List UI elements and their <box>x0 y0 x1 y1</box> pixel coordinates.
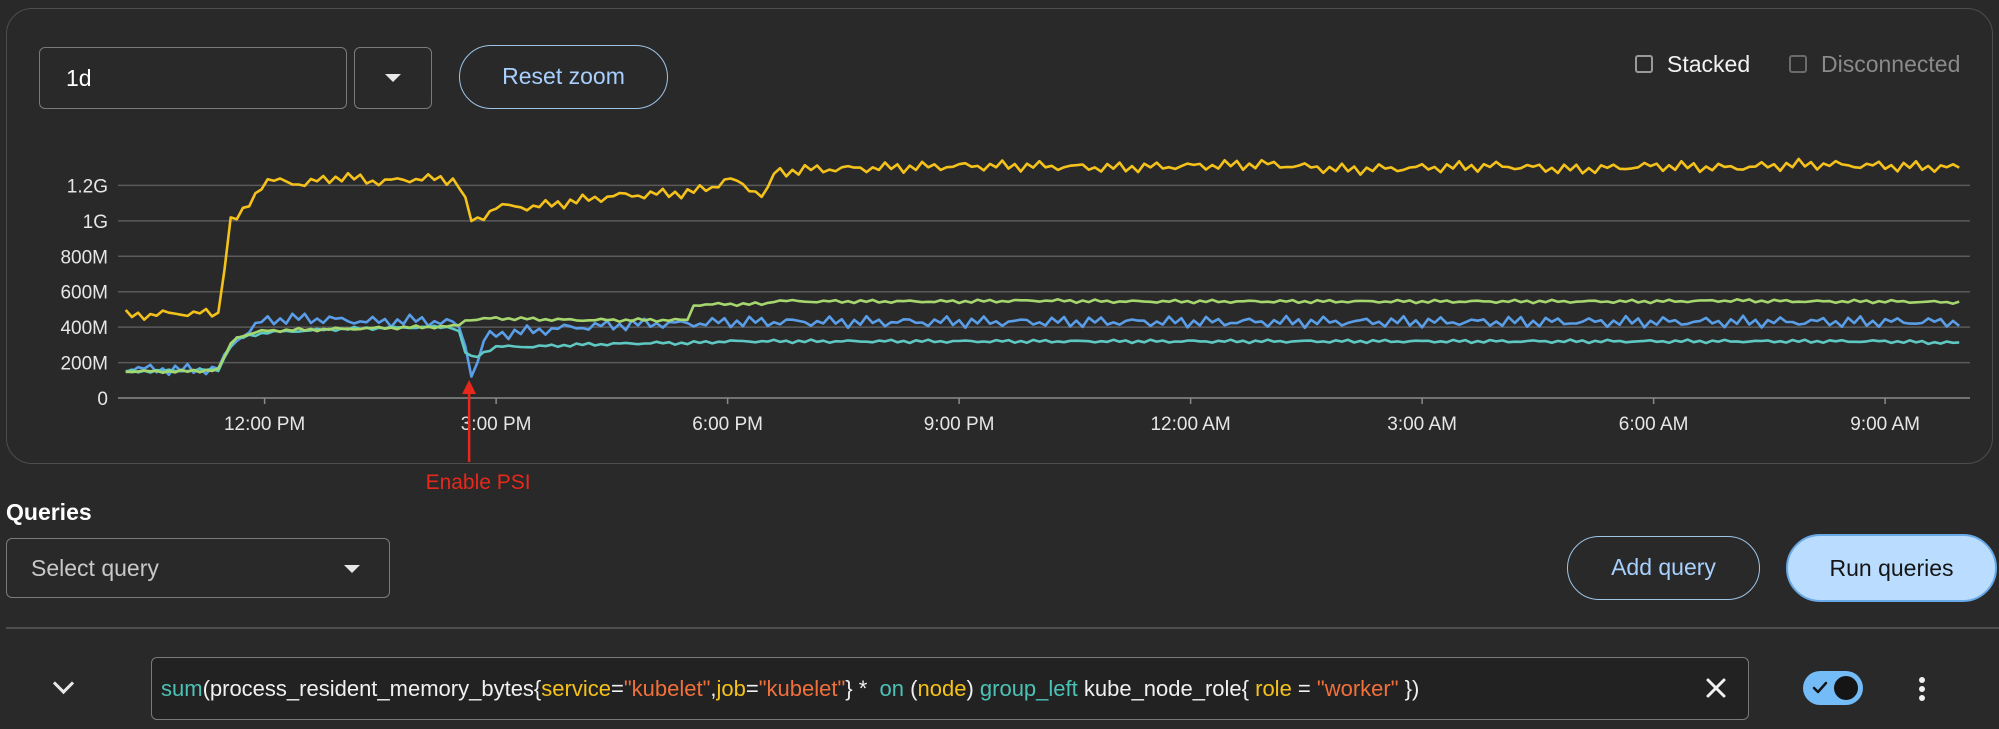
y-tick-label: 200M <box>60 354 108 375</box>
x-tick-label: 3:00 PM <box>461 414 532 435</box>
caret-down-icon <box>344 565 360 573</box>
series-line <box>125 297 1960 375</box>
stacked-checkbox[interactable] <box>1635 55 1653 73</box>
token: }) <box>1398 676 1420 701</box>
toggle-knob <box>1834 676 1858 700</box>
graph-panel: 1d Reset zoom Stacked Disconnected <box>6 8 1993 464</box>
checkmark-icon <box>1812 681 1828 694</box>
x-tick-label: 9:00 AM <box>1850 414 1920 435</box>
x-tick-label: 3:00 AM <box>1387 414 1457 435</box>
token: = <box>745 676 759 701</box>
stacked-label: Stacked <box>1667 50 1751 77</box>
x-tick-label: 12:00 AM <box>1150 414 1230 435</box>
query-expression-text: sum(process_resident_memory_bytes{servic… <box>161 658 1419 719</box>
token: "kubelet" <box>758 676 846 701</box>
memory-chart[interactable]: 0 200M 400M 600M 800M 1G 1.2G 12:00 PM 3:00 PM 6… <box>0 0 1999 500</box>
series-layer <box>124 157 1961 378</box>
disconnected-checkbox[interactable] <box>1789 55 1807 73</box>
y-tick-label: 0 <box>97 389 108 410</box>
x-tick-label: 12:00 PM <box>224 414 305 435</box>
select-query-placeholder: Select query <box>31 555 159 581</box>
reset-zoom-button[interactable]: Reset zoom <box>459 45 668 109</box>
annotation-label: Enable PSI <box>426 471 531 494</box>
series-line <box>125 312 1961 378</box>
caret-down-icon <box>385 74 401 82</box>
x-tick-label: 6:00 PM <box>692 414 763 435</box>
select-query-dropdown[interactable]: Select query <box>6 538 390 598</box>
token: group_left <box>979 676 1078 701</box>
disconnected-checkbox-row[interactable]: Disconnected <box>1789 49 1960 79</box>
disconnected-label: Disconnected <box>1821 50 1961 77</box>
x-tick-label: 9:00 PM <box>924 414 995 435</box>
token: , <box>710 676 717 701</box>
chevron-down-icon[interactable] <box>52 672 75 695</box>
token: sum <box>161 676 203 701</box>
y-tick-label: 600M <box>60 283 108 304</box>
token: service <box>541 676 611 701</box>
kebab-menu-icon[interactable] <box>1918 676 1926 702</box>
y-tick-label: 1.2G <box>67 176 108 197</box>
token: kube_node_role{ <box>1077 676 1256 701</box>
x-axis: 12:00 PM 3:00 PM 6:00 PM 9:00 PM 12:00 AM 3:0… <box>224 398 1920 435</box>
query-expression-input[interactable]: sum(process_resident_memory_bytes{servic… <box>151 657 1749 720</box>
add-query-button[interactable]: Add query <box>1567 536 1760 600</box>
y-axis: 0 200M 400M 600M 800M 1G 1.2G <box>60 176 108 410</box>
token: "kubelet" <box>623 676 711 701</box>
token: = <box>610 676 624 701</box>
token: job <box>716 676 746 701</box>
annotation-arrow-head <box>462 380 477 394</box>
series-line <box>125 324 1960 374</box>
token: (process_resident_memory_bytes{ <box>202 676 542 701</box>
annotation: Enable PSI <box>426 380 531 494</box>
token: ) <box>966 676 980 701</box>
series-line <box>124 157 1960 322</box>
token: } * <box>845 676 880 701</box>
y-tick-label: 800M <box>60 247 108 268</box>
run-queries-button[interactable]: Run queries <box>1786 534 1997 602</box>
token: ( <box>904 676 918 701</box>
stacked-checkbox-row[interactable]: Stacked <box>1635 49 1750 79</box>
token: node <box>917 676 967 701</box>
x-tick-label: 6:00 AM <box>1619 414 1689 435</box>
query-enabled-toggle[interactable] <box>1803 671 1863 705</box>
token: on <box>879 676 905 701</box>
grid-layer <box>118 184 1970 399</box>
token: "worker" <box>1316 676 1399 701</box>
time-range-input[interactable]: 1d <box>39 47 347 109</box>
close-icon[interactable] <box>1704 676 1728 700</box>
y-tick-label: 400M <box>60 318 108 339</box>
time-range-dropdown-button[interactable] <box>354 47 432 109</box>
token: = <box>1291 676 1317 701</box>
y-tick-label: 1G <box>83 212 108 233</box>
token: role <box>1255 676 1292 701</box>
divider <box>6 627 1999 629</box>
queries-heading: Queries <box>6 499 92 525</box>
